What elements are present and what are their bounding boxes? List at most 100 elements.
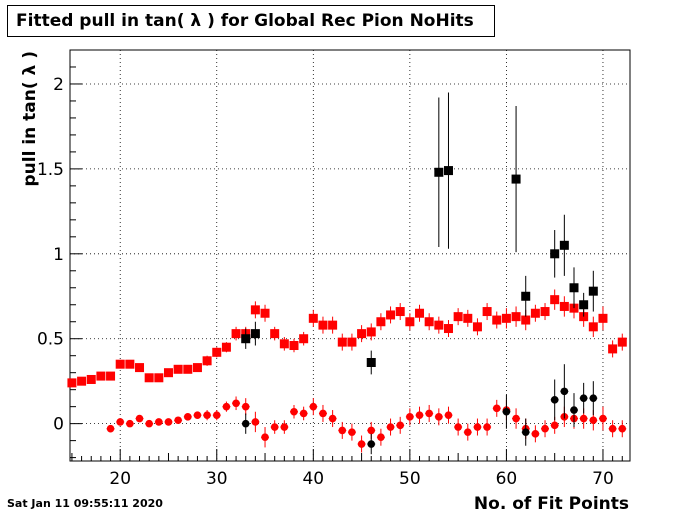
marks-layer (67, 92, 627, 455)
circle-marker (396, 421, 405, 430)
square-marker (415, 308, 425, 318)
circle-marker (222, 402, 231, 411)
circle-marker (367, 440, 376, 448)
circle-marker (116, 418, 125, 426)
data-point (183, 364, 193, 374)
square-marker (579, 300, 589, 310)
title-box: Fitted pull in tan( λ ) for Global Rec P… (7, 5, 495, 37)
square-marker (318, 320, 328, 330)
data-point (366, 350, 376, 375)
data-point (174, 416, 183, 425)
circle-marker (550, 396, 559, 404)
data-point (579, 408, 588, 429)
data-point (96, 371, 106, 381)
data-point (608, 420, 617, 438)
data-point (550, 289, 560, 310)
circle-marker (618, 424, 627, 433)
circle-marker (232, 399, 240, 408)
chart-title: Fitted pull in tan( λ ) for Global Rec P… (16, 11, 474, 31)
data-point (434, 408, 443, 426)
y-tick-label: 1.5 (37, 160, 64, 180)
data-point (241, 413, 250, 434)
circle-marker (406, 413, 414, 421)
data-point (521, 418, 530, 446)
circle-marker (473, 423, 482, 431)
y-tick-label: 1 (53, 245, 64, 265)
data-point (550, 379, 559, 421)
circle-marker (309, 402, 318, 411)
data-point (367, 433, 376, 455)
data-point (598, 306, 608, 331)
y-tick-label: 2 (53, 75, 64, 95)
data-point (444, 406, 453, 424)
square-marker (521, 315, 531, 325)
data-point (279, 337, 289, 351)
data-point (222, 401, 231, 412)
square-marker (443, 166, 453, 176)
data-point (511, 106, 521, 253)
x-tick-label: 20 (109, 469, 131, 489)
square-marker (231, 329, 241, 339)
data-point (250, 321, 260, 346)
plot-frame (69, 49, 631, 462)
data-point (376, 313, 386, 331)
data-point (77, 376, 87, 386)
data-point (454, 418, 463, 436)
data-point (163, 368, 173, 378)
square-marker (173, 364, 183, 374)
square-marker (453, 312, 463, 322)
circle-marker (570, 406, 578, 414)
square-marker (366, 327, 376, 337)
data-point (405, 408, 414, 426)
circle-marker (299, 409, 308, 418)
square-marker (260, 308, 270, 318)
circle-marker (261, 433, 269, 442)
circle-marker (454, 423, 462, 431)
data-point (318, 316, 328, 334)
square-marker (521, 291, 531, 301)
square-marker (67, 378, 77, 388)
data-point (154, 418, 163, 426)
data-point (164, 418, 173, 426)
data-point (144, 373, 154, 383)
data-point (453, 308, 463, 326)
data-point (154, 373, 164, 383)
data-point (212, 410, 221, 421)
square-marker (501, 313, 511, 323)
circle-marker (135, 414, 144, 423)
square-marker (86, 374, 96, 384)
data-point (260, 304, 270, 322)
data-point (193, 411, 202, 419)
data-point (492, 399, 501, 417)
data-point (347, 423, 356, 441)
circle-marker (483, 423, 491, 431)
data-point (125, 359, 135, 369)
square-marker (550, 249, 560, 259)
data-point (386, 418, 395, 436)
square-marker (395, 307, 405, 317)
x-tick-label: 60 (496, 469, 518, 489)
data-point (560, 364, 569, 419)
data-point (415, 406, 424, 424)
data-point (86, 374, 96, 384)
y-axis-label: pull in tan( λ ) (20, 51, 40, 187)
data-point (415, 304, 425, 322)
data-point (589, 381, 598, 416)
square-marker (608, 344, 618, 354)
data-point (261, 427, 270, 448)
circle-marker (599, 414, 607, 423)
data-point (145, 419, 154, 428)
circle-marker (550, 421, 559, 430)
circle-marker (531, 430, 540, 438)
data-point (550, 230, 560, 278)
x-axis-label: No. of Fit Points (474, 494, 629, 514)
square-marker (308, 313, 318, 323)
data-point (231, 326, 241, 341)
data-point (357, 435, 366, 453)
data-point (579, 382, 588, 414)
square-marker (163, 368, 173, 378)
data-point (588, 316, 598, 338)
data-point (106, 424, 115, 433)
circle-marker (338, 426, 347, 435)
data-point (106, 371, 116, 381)
